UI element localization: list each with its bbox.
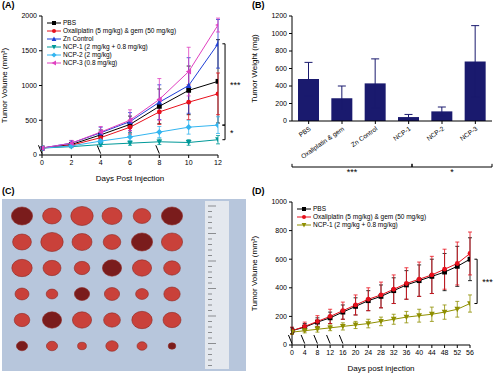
svg-text:4: 4 bbox=[99, 159, 103, 166]
svg-text:***: *** bbox=[230, 80, 241, 90]
html-text:(A): (A) bbox=[2, 0, 15, 10]
html-text:Oxaliplatin (5 mg/kg) & gem (5: Oxaliplatin (5 mg/kg) & gem (50 mg/kg) bbox=[63, 27, 177, 34]
svg-text:600: 600 bbox=[275, 256, 287, 263]
svg-text:*: * bbox=[230, 128, 234, 138]
html-text:PBS: PBS bbox=[63, 19, 76, 26]
svg-text:1000: 1000 bbox=[271, 198, 287, 205]
svg-text:4: 4 bbox=[303, 349, 307, 356]
svg-text:10: 10 bbox=[185, 159, 193, 166]
svg-text:Days post injection: Days post injection bbox=[347, 364, 414, 373]
svg-text:2: 2 bbox=[69, 159, 73, 166]
svg-text:28: 28 bbox=[377, 349, 385, 356]
svg-text:400: 400 bbox=[275, 284, 287, 291]
svg-text:52: 52 bbox=[453, 349, 461, 356]
svg-text:8: 8 bbox=[157, 159, 161, 166]
svg-text:2000: 2000 bbox=[21, 12, 37, 19]
svg-text:48: 48 bbox=[441, 349, 449, 356]
svg-text:Tumor Volume (mm³): Tumor Volume (mm³) bbox=[8, 48, 9, 124]
svg-text:1000: 1000 bbox=[271, 30, 287, 37]
html-text:NCP-2 (2 mg/kg): NCP-2 (2 mg/kg) bbox=[63, 51, 112, 58]
svg-text:NCP-1: NCP-1 bbox=[392, 125, 412, 142]
svg-text:500: 500 bbox=[25, 117, 37, 124]
svg-text:12: 12 bbox=[326, 349, 334, 356]
svg-text:12: 12 bbox=[214, 159, 222, 166]
svg-text:1200: 1200 bbox=[271, 12, 287, 19]
svg-text:16: 16 bbox=[339, 349, 347, 356]
html-text:PBS: PBS bbox=[313, 205, 326, 212]
svg-text:Tumor Volume (mm³): Tumor Volume (mm³) bbox=[250, 236, 259, 312]
html-text:Oxaliplatin (5 mg/kg) & gem (5: Oxaliplatin (5 mg/kg) & gem (50 mg/kg) bbox=[313, 213, 427, 220]
svg-text:***: *** bbox=[347, 167, 358, 177]
svg-text:NCP-2: NCP-2 bbox=[425, 125, 445, 142]
svg-text:0: 0 bbox=[290, 349, 294, 356]
svg-text:36: 36 bbox=[403, 349, 411, 356]
svg-text:0: 0 bbox=[283, 341, 287, 348]
svg-text:0: 0 bbox=[40, 159, 44, 166]
svg-text:Tumor Weight (mg): Tumor Weight (mg) bbox=[250, 34, 259, 103]
svg-text:***: *** bbox=[482, 277, 492, 287]
svg-text:44: 44 bbox=[428, 349, 436, 356]
svg-text:20: 20 bbox=[352, 349, 360, 356]
svg-text:Zn Control: Zn Control bbox=[350, 125, 379, 148]
svg-text:0: 0 bbox=[283, 117, 287, 124]
html-text:(B): (B) bbox=[252, 0, 265, 10]
svg-text:NCP-3: NCP-3 bbox=[459, 125, 479, 142]
svg-text:800: 800 bbox=[275, 227, 287, 234]
svg-text:200: 200 bbox=[275, 313, 287, 320]
svg-text:400: 400 bbox=[275, 82, 287, 89]
svg-text:PBS: PBS bbox=[297, 124, 312, 138]
svg-text:8: 8 bbox=[315, 349, 319, 356]
svg-text:6: 6 bbox=[128, 159, 132, 166]
svg-text:800: 800 bbox=[275, 47, 287, 54]
svg-text:*: * bbox=[450, 167, 454, 177]
svg-text:24: 24 bbox=[364, 349, 372, 356]
svg-text:0: 0 bbox=[33, 151, 37, 158]
svg-text:40: 40 bbox=[415, 349, 423, 356]
html-text:NCP-1 (2 mg/kg + 0.8 mg/kg): NCP-1 (2 mg/kg + 0.8 mg/kg) bbox=[63, 43, 148, 50]
html-text:NCP-1 (2 mg/kg + 0.8 mg/kg): NCP-1 (2 mg/kg + 0.8 mg/kg) bbox=[313, 221, 398, 228]
svg-text:Oxaliplatin & gem: Oxaliplatin & gem bbox=[299, 125, 345, 161]
svg-text:32: 32 bbox=[390, 349, 398, 356]
html-text:(C): (C) bbox=[2, 186, 15, 196]
svg-text:Days Post Injection: Days Post Injection bbox=[96, 174, 164, 183]
html-text:(D): (D) bbox=[252, 186, 265, 196]
html-text:Zn Control: Zn Control bbox=[63, 35, 94, 42]
svg-text:1500: 1500 bbox=[21, 47, 37, 54]
html-text:NCP-3 (0.8 mg/kg): NCP-3 (0.8 mg/kg) bbox=[63, 59, 118, 66]
svg-text:1000: 1000 bbox=[21, 82, 37, 89]
svg-text:200: 200 bbox=[275, 100, 287, 107]
svg-text:56: 56 bbox=[466, 349, 474, 356]
svg-text:600: 600 bbox=[275, 65, 287, 72]
